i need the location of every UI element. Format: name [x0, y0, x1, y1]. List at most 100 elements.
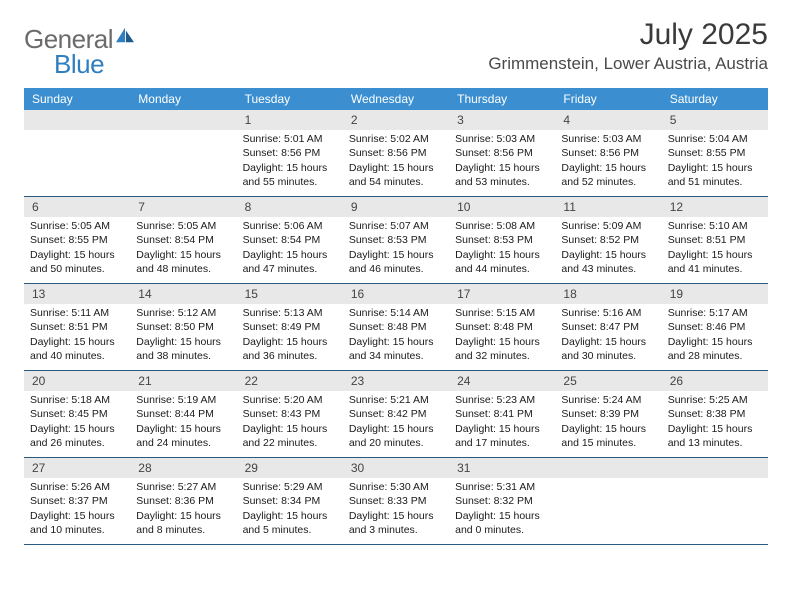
- sunrise-text: Sunrise: 5:17 AM: [668, 306, 762, 320]
- sunset-text: Sunset: 8:49 PM: [243, 320, 337, 334]
- daylight-text: Daylight: 15 hours: [455, 248, 549, 262]
- daylight-text: Daylight: 15 hours: [30, 509, 124, 523]
- daylight-text: Daylight: 15 hours: [136, 422, 230, 436]
- daylight-text: and 44 minutes.: [455, 262, 549, 276]
- daylight-text: Daylight: 15 hours: [455, 161, 549, 175]
- day-number: 19: [662, 284, 768, 304]
- sunset-text: Sunset: 8:37 PM: [30, 494, 124, 508]
- sunset-text: Sunset: 8:44 PM: [136, 407, 230, 421]
- sunrise-text: Sunrise: 5:12 AM: [136, 306, 230, 320]
- location-label: Grimmenstein, Lower Austria, Austria: [488, 54, 768, 74]
- day-cell: 30Sunrise: 5:30 AMSunset: 8:33 PMDayligh…: [343, 458, 449, 544]
- daylight-text: and 5 minutes.: [243, 523, 337, 537]
- day-number: 14: [130, 284, 236, 304]
- daylight-text: and 53 minutes.: [455, 175, 549, 189]
- sunset-text: Sunset: 8:48 PM: [349, 320, 443, 334]
- daylight-text: and 51 minutes.: [668, 175, 762, 189]
- day-body: Sunrise: 5:24 AMSunset: 8:39 PMDaylight:…: [555, 391, 661, 454]
- day-cell: 17Sunrise: 5:15 AMSunset: 8:48 PMDayligh…: [449, 284, 555, 370]
- daylight-text: and 13 minutes.: [668, 436, 762, 450]
- sunrise-text: Sunrise: 5:01 AM: [243, 132, 337, 146]
- day-number: 28: [130, 458, 236, 478]
- day-number: 24: [449, 371, 555, 391]
- day-cell: 10Sunrise: 5:08 AMSunset: 8:53 PMDayligh…: [449, 197, 555, 283]
- sunrise-text: Sunrise: 5:25 AM: [668, 393, 762, 407]
- sunset-text: Sunset: 8:56 PM: [243, 146, 337, 160]
- daylight-text: Daylight: 15 hours: [30, 335, 124, 349]
- day-number: 30: [343, 458, 449, 478]
- day-body: Sunrise: 5:06 AMSunset: 8:54 PMDaylight:…: [237, 217, 343, 280]
- daylight-text: Daylight: 15 hours: [668, 248, 762, 262]
- day-body: Sunrise: 5:18 AMSunset: 8:45 PMDaylight:…: [24, 391, 130, 454]
- daylight-text: and 38 minutes.: [136, 349, 230, 363]
- day-number: [130, 110, 236, 130]
- day-number: 26: [662, 371, 768, 391]
- sunset-text: Sunset: 8:45 PM: [30, 407, 124, 421]
- sunset-text: Sunset: 8:46 PM: [668, 320, 762, 334]
- day-number: 12: [662, 197, 768, 217]
- day-body: Sunrise: 5:20 AMSunset: 8:43 PMDaylight:…: [237, 391, 343, 454]
- daylight-text: Daylight: 15 hours: [561, 248, 655, 262]
- day-cell: [130, 110, 236, 196]
- day-body: Sunrise: 5:26 AMSunset: 8:37 PMDaylight:…: [24, 478, 130, 541]
- daylight-text: and 34 minutes.: [349, 349, 443, 363]
- sunrise-text: Sunrise: 5:19 AM: [136, 393, 230, 407]
- weekday-header: Monday: [130, 88, 236, 110]
- daylight-text: Daylight: 15 hours: [30, 248, 124, 262]
- daylight-text: and 46 minutes.: [349, 262, 443, 276]
- day-cell: [662, 458, 768, 544]
- daylight-text: and 17 minutes.: [455, 436, 549, 450]
- day-number: 25: [555, 371, 661, 391]
- calendar-grid: SundayMondayTuesdayWednesdayThursdayFrid…: [24, 88, 768, 545]
- day-number: 10: [449, 197, 555, 217]
- weekday-header-row: SundayMondayTuesdayWednesdayThursdayFrid…: [24, 88, 768, 110]
- daylight-text: Daylight: 15 hours: [243, 422, 337, 436]
- sunrise-text: Sunrise: 5:14 AM: [349, 306, 443, 320]
- daylight-text: Daylight: 15 hours: [349, 422, 443, 436]
- daylight-text: and 3 minutes.: [349, 523, 443, 537]
- daylight-text: Daylight: 15 hours: [136, 248, 230, 262]
- day-number: 3: [449, 110, 555, 130]
- sunrise-text: Sunrise: 5:24 AM: [561, 393, 655, 407]
- day-body: Sunrise: 5:16 AMSunset: 8:47 PMDaylight:…: [555, 304, 661, 367]
- sunrise-text: Sunrise: 5:07 AM: [349, 219, 443, 233]
- day-body: Sunrise: 5:01 AMSunset: 8:56 PMDaylight:…: [237, 130, 343, 193]
- daylight-text: and 24 minutes.: [136, 436, 230, 450]
- title-block: July 2025 Grimmenstein, Lower Austria, A…: [488, 18, 768, 74]
- sunrise-text: Sunrise: 5:20 AM: [243, 393, 337, 407]
- day-body: Sunrise: 5:09 AMSunset: 8:52 PMDaylight:…: [555, 217, 661, 280]
- sunset-text: Sunset: 8:34 PM: [243, 494, 337, 508]
- daylight-text: Daylight: 15 hours: [455, 422, 549, 436]
- day-number: 18: [555, 284, 661, 304]
- daylight-text: and 40 minutes.: [30, 349, 124, 363]
- day-body: Sunrise: 5:10 AMSunset: 8:51 PMDaylight:…: [662, 217, 768, 280]
- daylight-text: Daylight: 15 hours: [668, 161, 762, 175]
- daylight-text: and 41 minutes.: [668, 262, 762, 276]
- day-body: Sunrise: 5:08 AMSunset: 8:53 PMDaylight:…: [449, 217, 555, 280]
- sunset-text: Sunset: 8:55 PM: [668, 146, 762, 160]
- daylight-text: and 36 minutes.: [243, 349, 337, 363]
- day-body: Sunrise: 5:23 AMSunset: 8:41 PMDaylight:…: [449, 391, 555, 454]
- day-number: 16: [343, 284, 449, 304]
- sunrise-text: Sunrise: 5:02 AM: [349, 132, 443, 146]
- sunrise-text: Sunrise: 5:21 AM: [349, 393, 443, 407]
- daylight-text: and 54 minutes.: [349, 175, 443, 189]
- day-body: Sunrise: 5:14 AMSunset: 8:48 PMDaylight:…: [343, 304, 449, 367]
- daylight-text: Daylight: 15 hours: [561, 161, 655, 175]
- daylight-text: Daylight: 15 hours: [455, 509, 549, 523]
- daylight-text: Daylight: 15 hours: [668, 422, 762, 436]
- day-number: 5: [662, 110, 768, 130]
- daylight-text: Daylight: 15 hours: [243, 248, 337, 262]
- day-body: Sunrise: 5:27 AMSunset: 8:36 PMDaylight:…: [130, 478, 236, 541]
- logo: GeneralBlue: [24, 24, 136, 80]
- day-cell: 8Sunrise: 5:06 AMSunset: 8:54 PMDaylight…: [237, 197, 343, 283]
- sunset-text: Sunset: 8:52 PM: [561, 233, 655, 247]
- daylight-text: Daylight: 15 hours: [243, 509, 337, 523]
- day-cell: 3Sunrise: 5:03 AMSunset: 8:56 PMDaylight…: [449, 110, 555, 196]
- sunset-text: Sunset: 8:50 PM: [136, 320, 230, 334]
- sunset-text: Sunset: 8:42 PM: [349, 407, 443, 421]
- daylight-text: and 20 minutes.: [349, 436, 443, 450]
- sunset-text: Sunset: 8:33 PM: [349, 494, 443, 508]
- day-number: 4: [555, 110, 661, 130]
- weekday-header: Wednesday: [343, 88, 449, 110]
